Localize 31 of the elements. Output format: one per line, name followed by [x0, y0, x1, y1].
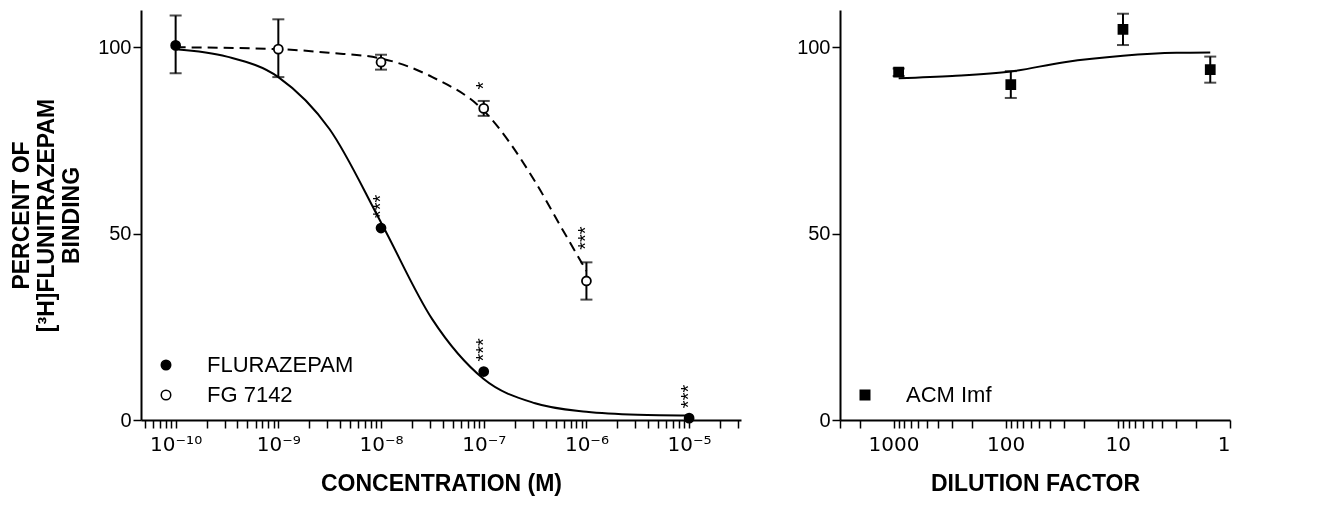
legend-label: ACM Imf [906, 382, 993, 407]
point [272, 43, 284, 55]
x-tick-label: 10⁻⁷ [462, 431, 507, 456]
annotation: * [471, 81, 494, 90]
point [375, 222, 387, 234]
y-tick-label: 0 [819, 408, 831, 431]
legend-label: FG 7142 [207, 382, 293, 407]
y-tick-label: 50 [808, 222, 831, 245]
legend-label: FLURAZEPAM [207, 352, 354, 377]
y-tick-label: 50 [109, 222, 132, 245]
y-tick-label: 0 [120, 408, 132, 431]
x-axis-title: CONCENTRATION (M) [320, 469, 563, 496]
y-tick-label: 100 [98, 35, 132, 58]
annotation: *** [471, 337, 494, 362]
x-tick-label: 10 [1105, 431, 1132, 456]
x-tick-label: 1000 [868, 431, 920, 456]
point [478, 103, 490, 114]
x-tick-label: 10⁻⁸ [359, 431, 404, 456]
point [581, 275, 592, 287]
x-axis-title: DILUTION FACTOR [930, 469, 1141, 496]
x-tick-label: 10⁻⁶ [564, 431, 609, 456]
x-tick-label: 1 [1217, 431, 1231, 456]
x-tick-label: 10⁻¹⁰ [150, 431, 203, 456]
y-tick-label: 100 [797, 35, 831, 58]
x-tick-label: 100 [987, 431, 1026, 456]
point [478, 366, 490, 377]
x-tick-label: 10⁻⁹ [256, 431, 301, 456]
x-tick-label: 10⁻⁵ [667, 431, 712, 456]
annotation: *** [574, 226, 597, 250]
annotation: *** [677, 384, 700, 409]
y-axis-title: PERCENT OF [³H]FLUNITRAZEPAM BINDING [8, 98, 85, 333]
